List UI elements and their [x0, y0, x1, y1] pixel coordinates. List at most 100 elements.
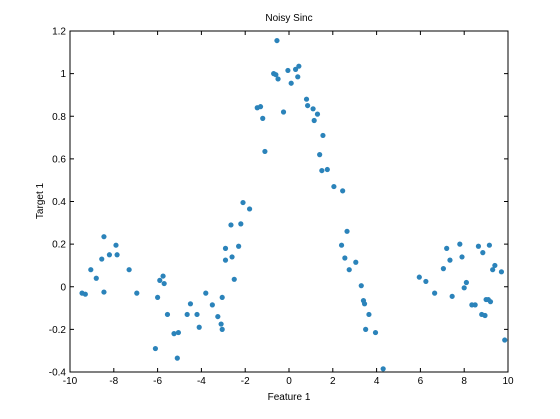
data-point [273, 72, 279, 78]
data-point [461, 285, 467, 291]
x-tick-label: 4 [374, 376, 380, 387]
data-point [262, 148, 268, 155]
x-tick-label: 0 [286, 376, 292, 387]
data-point [209, 302, 215, 308]
x-tick-label: 10 [502, 376, 514, 387]
data-point [106, 252, 113, 258]
data-point [219, 294, 225, 301]
data-point [229, 254, 235, 260]
data-point [164, 311, 171, 318]
data-point [463, 279, 469, 286]
y-tick-label: 0.6 [52, 154, 66, 165]
data-point [184, 311, 190, 318]
data-point [366, 311, 372, 318]
data-point [257, 104, 264, 110]
data-point [457, 241, 463, 247]
x-tick-label: -4 [197, 376, 206, 387]
data-point [82, 291, 88, 297]
data-point [288, 80, 294, 86]
data-point [346, 267, 352, 273]
data-point [93, 275, 99, 281]
data-point [175, 329, 182, 336]
data-point [152, 345, 159, 352]
data-point [292, 66, 299, 72]
data-point [101, 289, 107, 295]
data-point [447, 257, 453, 263]
data-point [449, 293, 455, 299]
data-point [303, 96, 310, 102]
data-points [79, 37, 508, 372]
data-point [444, 245, 450, 251]
data-point [174, 355, 180, 361]
y-tick-label: 1 [60, 69, 66, 80]
data-point [88, 267, 94, 273]
data-point [126, 267, 132, 273]
data-point [134, 290, 140, 296]
data-point [490, 267, 496, 273]
x-tick-label: 6 [418, 376, 424, 387]
data-point [260, 115, 266, 121]
data-point [363, 326, 369, 332]
data-point [472, 302, 478, 308]
data-point [361, 301, 368, 307]
x-tick-label: 8 [461, 376, 467, 387]
data-point [274, 37, 280, 44]
data-point [353, 259, 359, 265]
data-point [187, 301, 194, 307]
y-tick-label: -0.4 [49, 368, 67, 379]
data-point [319, 167, 325, 174]
data-point [310, 106, 316, 112]
data-point [480, 250, 486, 256]
data-point [171, 331, 177, 337]
data-point [275, 76, 281, 82]
data-point [296, 63, 302, 69]
data-point [196, 324, 202, 330]
data-point [231, 276, 237, 282]
y-tick-label: 0.2 [52, 240, 66, 251]
data-point [113, 242, 119, 248]
data-point [416, 274, 422, 280]
y-tick-labels: -0.4 -0.2 0 0.2 0.4 0.6 0.8 1 1.2 [49, 27, 67, 379]
data-point [285, 67, 291, 74]
data-point [295, 74, 301, 80]
data-point [372, 329, 379, 336]
data-point [160, 273, 166, 279]
data-point [305, 102, 311, 109]
data-point [194, 311, 200, 318]
data-point [228, 222, 234, 228]
data-point [487, 299, 494, 305]
y-axis-label: Target 1 [35, 182, 46, 219]
data-point [101, 234, 107, 240]
y-tick-label: -0.2 [49, 325, 67, 336]
x-tick-label: 2 [330, 376, 336, 387]
data-point [246, 206, 253, 212]
data-point [161, 280, 167, 287]
data-point [344, 228, 350, 234]
data-point [440, 266, 446, 272]
data-point [338, 242, 345, 248]
data-point [432, 290, 438, 296]
data-point [99, 256, 105, 262]
data-point [482, 312, 488, 319]
y-tick-label: 0.8 [52, 112, 66, 123]
x-axis-label: Feature 1 [268, 392, 311, 403]
plot-area [69, 30, 509, 373]
data-point [380, 366, 386, 372]
x-tick-label: -2 [241, 376, 250, 387]
data-point [157, 277, 163, 283]
data-point [342, 255, 348, 261]
data-point [475, 243, 482, 249]
data-point [219, 326, 225, 332]
data-point [331, 183, 337, 190]
data-point [492, 262, 498, 269]
x-tick-label: -8 [109, 376, 118, 387]
data-point [240, 199, 246, 206]
data-point [222, 257, 229, 263]
y-tick-label: 0 [60, 282, 66, 293]
data-point [203, 290, 209, 296]
x-tick-label: -6 [153, 376, 162, 387]
data-point [324, 166, 330, 173]
data-point [114, 252, 120, 258]
data-point [222, 245, 229, 251]
